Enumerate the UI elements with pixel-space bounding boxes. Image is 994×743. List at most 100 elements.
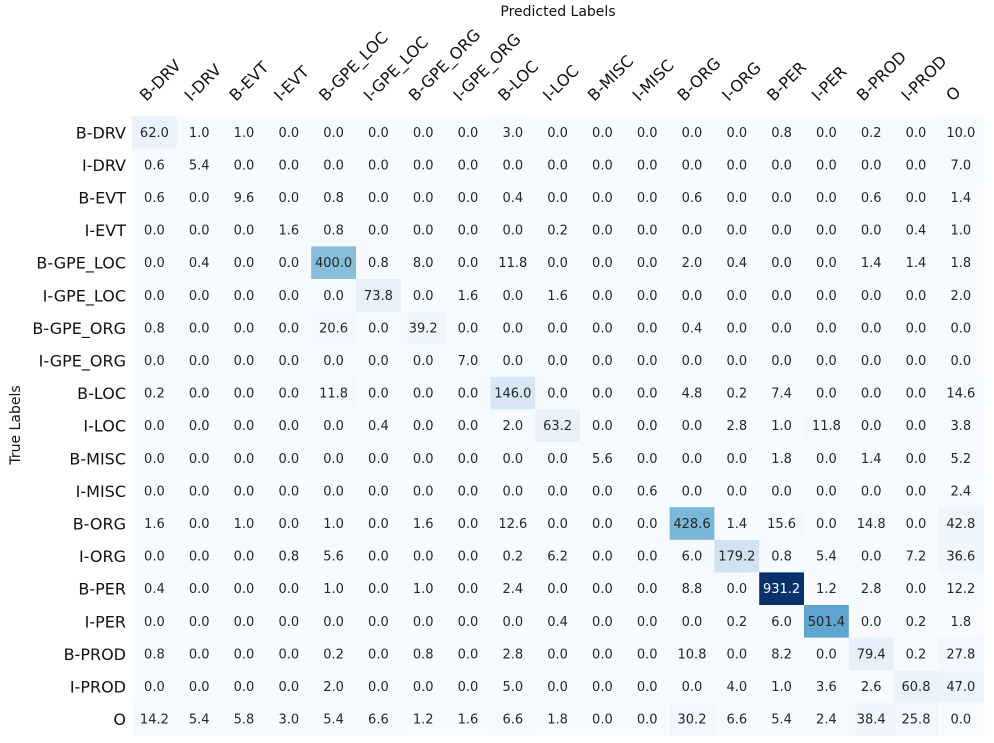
cell-value-label: 0.0 (278, 387, 299, 402)
cell-value-label: 0.4 (189, 256, 210, 271)
cell-value-label: 0.0 (637, 713, 658, 728)
heatmap-cell (938, 507, 984, 541)
heatmap-cell (445, 213, 491, 247)
heatmap-cell (266, 572, 312, 606)
heatmap-cell (624, 213, 671, 247)
heatmap-cell (132, 148, 178, 182)
heatmap-cell (848, 572, 895, 606)
cell-value-label: 1.0 (234, 126, 255, 141)
heatmap-cell (311, 181, 357, 215)
heatmap-cell (266, 246, 312, 280)
cell-value-label: 60.8 (902, 680, 931, 695)
heatmap-cell (132, 507, 178, 541)
cell-value-label: 0.0 (592, 615, 613, 630)
heatmap-cell (221, 637, 267, 671)
cell-value-label: 0.0 (950, 354, 971, 369)
heatmap-cell (266, 539, 312, 573)
heatmap-cell (580, 702, 626, 736)
cell-value-label: 0.0 (637, 419, 658, 434)
heatmap-cell (311, 409, 357, 443)
cell-value-label: 14.6 (946, 387, 975, 402)
cell-value-label: 0.0 (278, 158, 299, 173)
heatmap-cell (266, 311, 312, 345)
heatmap-cell (311, 670, 357, 704)
cell-value-label: 0.0 (368, 582, 389, 597)
y-tick-label: I-GPE_LOC (43, 286, 126, 306)
cell-value-label: 0.0 (547, 680, 568, 695)
cell-value-label: 0.0 (592, 321, 613, 336)
heatmap-cell (669, 670, 715, 704)
heatmap-cell (490, 148, 536, 182)
heatmap-cell (848, 637, 895, 671)
heatmap-cell (804, 181, 850, 215)
heatmap-cell (356, 442, 402, 476)
heatmap-cell (535, 507, 581, 541)
heatmap-cell (266, 116, 312, 150)
heatmap-cell (176, 409, 223, 443)
cell-value-label: 0.0 (502, 615, 523, 630)
heatmap-cell (759, 539, 805, 573)
heatmap-cell (580, 442, 626, 476)
heatmap-cell (893, 605, 939, 639)
cell-value-label: 0.4 (726, 256, 747, 271)
heatmap-cell (759, 148, 805, 182)
heatmap-cell (266, 507, 312, 541)
cell-value-label: 0.0 (906, 517, 927, 532)
cell-value-label: 0.0 (413, 550, 434, 565)
cell-value-label: 0.0 (458, 680, 479, 695)
heatmap-cell (624, 605, 671, 639)
cell-value-label: 0.0 (458, 484, 479, 499)
heatmap-cell (132, 637, 178, 671)
cell-value-label: 0.8 (368, 256, 389, 271)
heatmap-cell (221, 605, 267, 639)
heatmap-cell (804, 246, 850, 280)
cell-value-label: 0.0 (816, 126, 837, 141)
heatmap-cell (624, 181, 671, 215)
heatmap-cell (893, 670, 939, 704)
cell-value-label: 0.6 (144, 191, 165, 206)
cell-value-label: 0.0 (547, 517, 568, 532)
heatmap-cell (938, 572, 984, 606)
heatmap-cell (669, 442, 715, 476)
heatmap-cell (624, 702, 671, 736)
cell-value-label: 0.0 (502, 484, 523, 499)
heatmap-cell (848, 409, 895, 443)
heatmap-cell (669, 213, 715, 247)
heatmap-cell (311, 539, 357, 573)
heatmap-cell (132, 605, 178, 639)
cell-value-label: 0.0 (234, 680, 255, 695)
cell-value-label: 5.4 (771, 713, 792, 728)
heatmap-cell (400, 507, 447, 541)
heatmap-cell (938, 376, 984, 410)
heatmap-cell (848, 702, 895, 736)
heatmap-cell (535, 670, 581, 704)
cell-value-label: 7.0 (458, 354, 479, 369)
cell-value-label: 0.0 (278, 615, 299, 630)
heatmap-cell (221, 181, 267, 215)
heatmap-cell (266, 181, 312, 215)
heatmap-cell (804, 409, 850, 443)
heatmap-cell (221, 670, 267, 704)
cell-value-label: 8.8 (682, 582, 703, 597)
cell-value-label: 0.6 (144, 158, 165, 173)
cell-value-label: 0.0 (906, 191, 927, 206)
cell-value-label: 0.0 (547, 354, 568, 369)
heatmap-cell (535, 148, 581, 182)
heatmap-cell (580, 148, 626, 182)
cell-value-label: 1.0 (771, 419, 792, 434)
cell-value-label: 0.0 (234, 289, 255, 304)
x-tick-label: I-DRV (181, 60, 226, 105)
cell-value-label: 15.6 (767, 517, 796, 532)
cell-value-label: 0.0 (234, 158, 255, 173)
heatmap-cell (893, 344, 939, 378)
heatmap-cell (848, 181, 895, 215)
cell-value-label: 0.0 (771, 256, 792, 271)
heatmap-cell (535, 344, 581, 378)
x-tick-label: O (942, 82, 964, 104)
cell-value-label: 0.0 (368, 158, 389, 173)
cell-value-label: 0.0 (592, 387, 613, 402)
heatmap-cell (938, 116, 984, 150)
cell-value-label: 0.0 (368, 354, 389, 369)
heatmap-cell (132, 279, 178, 313)
cell-value-label: 2.0 (950, 289, 971, 304)
